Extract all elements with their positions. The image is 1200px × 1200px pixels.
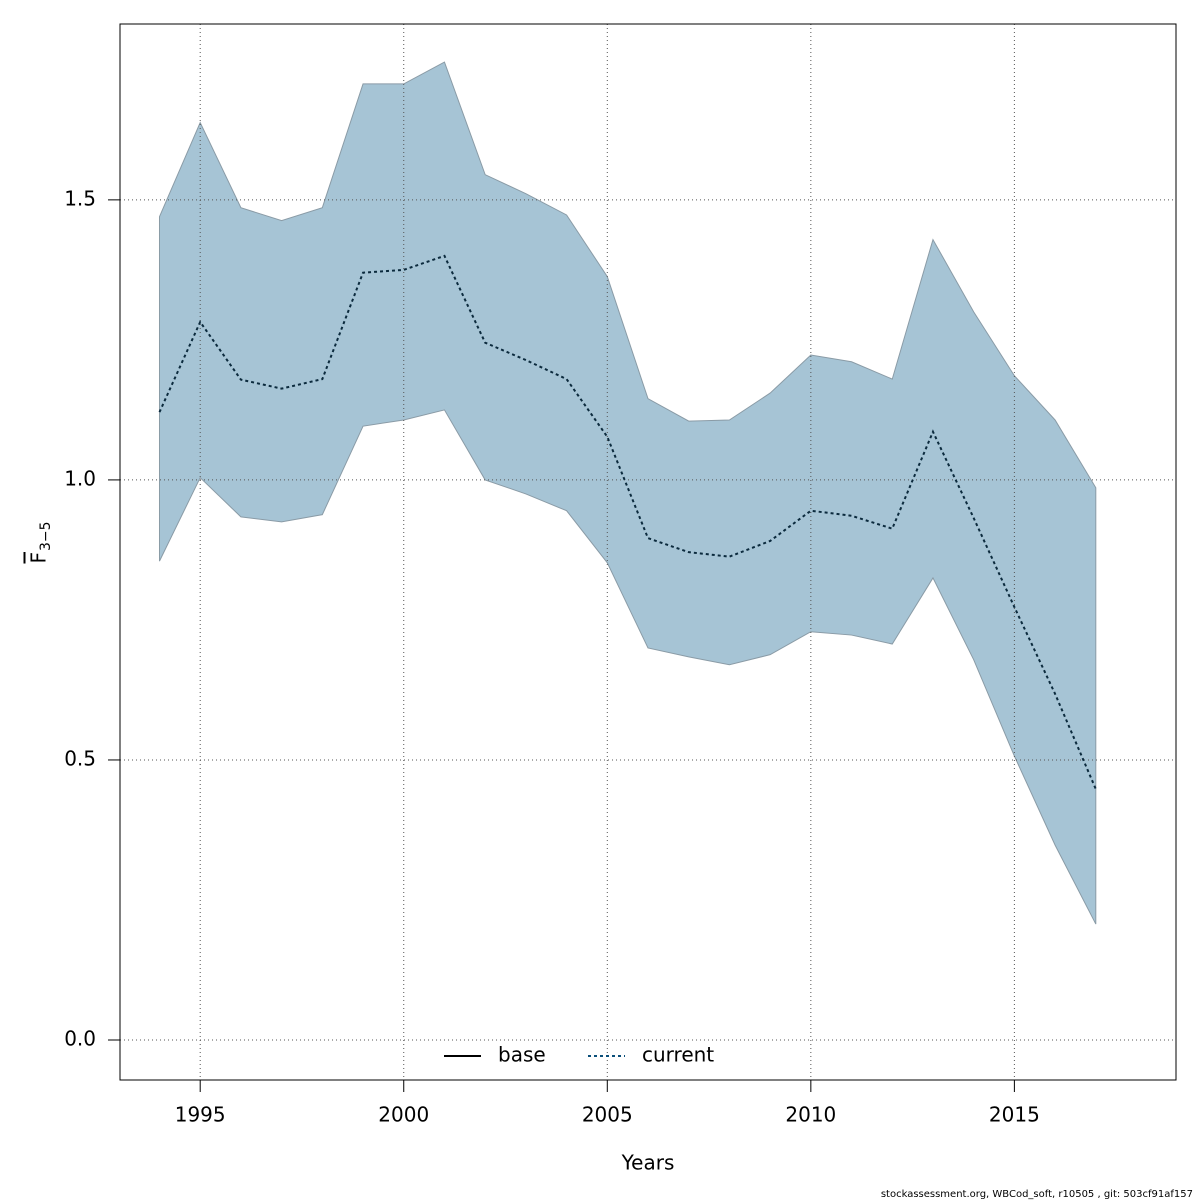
y-tick-label: 0.0 [64,1027,96,1051]
y-tick-label: 0.5 [64,746,96,770]
legend-label: base [498,1043,546,1067]
plot-frame [119,23,1177,1081]
x-tick-label: 1995 [175,1103,226,1127]
x-tick-label: 2010 [785,1103,836,1127]
y-axis-label: F 3−5 [27,521,55,563]
x-tick-label: 2015 [989,1103,1040,1127]
legend-item: base [444,1043,546,1067]
footer: stockassessment.org, WBCod_soft, r10505 … [881,1189,1193,1200]
y-tick-label: 1.0 [64,466,96,490]
y-label-main: F [27,552,51,564]
legend-label: current [642,1043,714,1067]
series-line [158,254,1097,790]
y-tick-label: 1.5 [64,186,96,210]
x-tick-label: 2000 [378,1103,429,1127]
y-label-sub: 3−5 [38,521,54,551]
legend-item: current [588,1043,714,1067]
x-axis-label: Years [621,1151,675,1175]
confidence-band [158,61,1097,925]
x-tick-label: 2005 [582,1103,633,1127]
